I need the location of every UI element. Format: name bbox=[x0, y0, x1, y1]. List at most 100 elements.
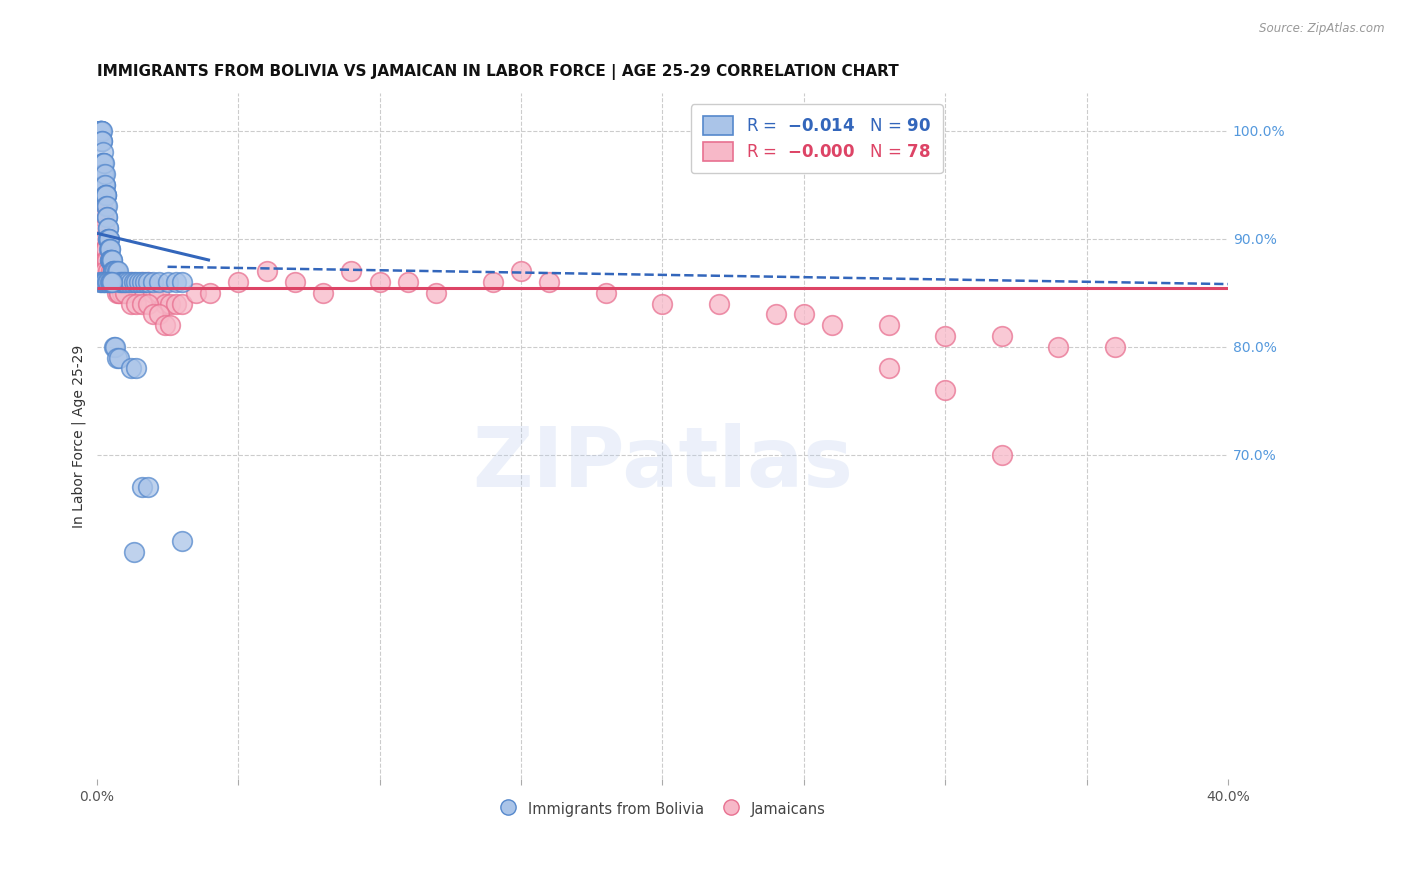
Point bbox=[198, 285, 221, 300]
Point bbox=[90, 275, 112, 289]
Point bbox=[90, 123, 112, 137]
Point bbox=[148, 307, 170, 321]
Point bbox=[136, 296, 159, 310]
Point bbox=[98, 243, 121, 257]
Point bbox=[142, 307, 165, 321]
Point bbox=[90, 123, 112, 137]
Point bbox=[120, 275, 142, 289]
Point bbox=[481, 275, 503, 289]
Point bbox=[877, 361, 900, 376]
Point bbox=[153, 296, 176, 310]
Point bbox=[93, 220, 115, 235]
Point bbox=[94, 243, 117, 257]
Point bbox=[90, 199, 112, 213]
Point bbox=[256, 264, 278, 278]
Text: ZIPatlas: ZIPatlas bbox=[472, 423, 853, 504]
Point bbox=[100, 253, 122, 268]
Point bbox=[97, 275, 120, 289]
Point bbox=[93, 232, 115, 246]
Point bbox=[93, 178, 115, 192]
Point bbox=[368, 275, 391, 289]
Point bbox=[105, 351, 128, 365]
Point bbox=[114, 275, 136, 289]
Point bbox=[595, 285, 617, 300]
Point bbox=[93, 275, 115, 289]
Point bbox=[91, 134, 114, 148]
Point bbox=[100, 264, 122, 278]
Point bbox=[1104, 340, 1126, 354]
Point bbox=[125, 285, 148, 300]
Point bbox=[108, 285, 131, 300]
Point bbox=[120, 361, 142, 376]
Point bbox=[91, 275, 114, 289]
Point bbox=[1047, 340, 1070, 354]
Point bbox=[793, 307, 815, 321]
Point bbox=[91, 199, 114, 213]
Point bbox=[100, 275, 122, 289]
Point bbox=[97, 264, 120, 278]
Point bbox=[877, 318, 900, 333]
Point bbox=[97, 220, 120, 235]
Point bbox=[107, 264, 129, 278]
Point bbox=[122, 275, 145, 289]
Point bbox=[170, 296, 193, 310]
Point bbox=[226, 275, 249, 289]
Point bbox=[98, 275, 121, 289]
Point bbox=[148, 285, 170, 300]
Point bbox=[98, 275, 121, 289]
Point bbox=[94, 188, 117, 202]
Y-axis label: In Labor Force | Age 25-29: In Labor Force | Age 25-29 bbox=[72, 344, 86, 527]
Point bbox=[97, 264, 120, 278]
Point bbox=[131, 275, 153, 289]
Point bbox=[128, 275, 150, 289]
Point bbox=[396, 275, 419, 289]
Point bbox=[100, 275, 122, 289]
Point bbox=[707, 296, 730, 310]
Point bbox=[170, 534, 193, 549]
Point bbox=[90, 188, 112, 202]
Point bbox=[284, 275, 307, 289]
Point bbox=[131, 480, 153, 494]
Point bbox=[110, 275, 132, 289]
Point bbox=[100, 275, 122, 289]
Point bbox=[103, 340, 125, 354]
Point bbox=[98, 232, 121, 246]
Point bbox=[96, 210, 118, 224]
Point bbox=[510, 264, 533, 278]
Point bbox=[89, 123, 111, 137]
Point bbox=[91, 145, 114, 160]
Point bbox=[108, 285, 131, 300]
Point bbox=[131, 296, 153, 310]
Point bbox=[90, 134, 112, 148]
Point bbox=[105, 264, 128, 278]
Point bbox=[96, 210, 118, 224]
Point bbox=[97, 232, 120, 246]
Point bbox=[105, 275, 128, 289]
Point bbox=[98, 243, 121, 257]
Text: IMMIGRANTS FROM BOLIVIA VS JAMAICAN IN LABOR FORCE | AGE 25-29 CORRELATION CHART: IMMIGRANTS FROM BOLIVIA VS JAMAICAN IN L… bbox=[97, 64, 898, 80]
Point bbox=[821, 318, 844, 333]
Point bbox=[111, 275, 134, 289]
Point bbox=[98, 243, 121, 257]
Point bbox=[105, 285, 128, 300]
Point bbox=[538, 275, 561, 289]
Point bbox=[94, 232, 117, 246]
Point bbox=[89, 123, 111, 137]
Point bbox=[94, 167, 117, 181]
Point bbox=[94, 178, 117, 192]
Point bbox=[104, 264, 127, 278]
Point bbox=[89, 167, 111, 181]
Point bbox=[101, 275, 124, 289]
Point bbox=[94, 188, 117, 202]
Legend: Immigrants from Bolivia, Jamaicans: Immigrants from Bolivia, Jamaicans bbox=[494, 795, 832, 823]
Point bbox=[89, 123, 111, 137]
Point bbox=[651, 296, 673, 310]
Point bbox=[159, 318, 181, 333]
Point bbox=[96, 253, 118, 268]
Point bbox=[114, 285, 136, 300]
Point bbox=[934, 329, 956, 343]
Point bbox=[93, 178, 115, 192]
Point bbox=[136, 275, 159, 289]
Point bbox=[136, 275, 159, 289]
Point bbox=[103, 275, 125, 289]
